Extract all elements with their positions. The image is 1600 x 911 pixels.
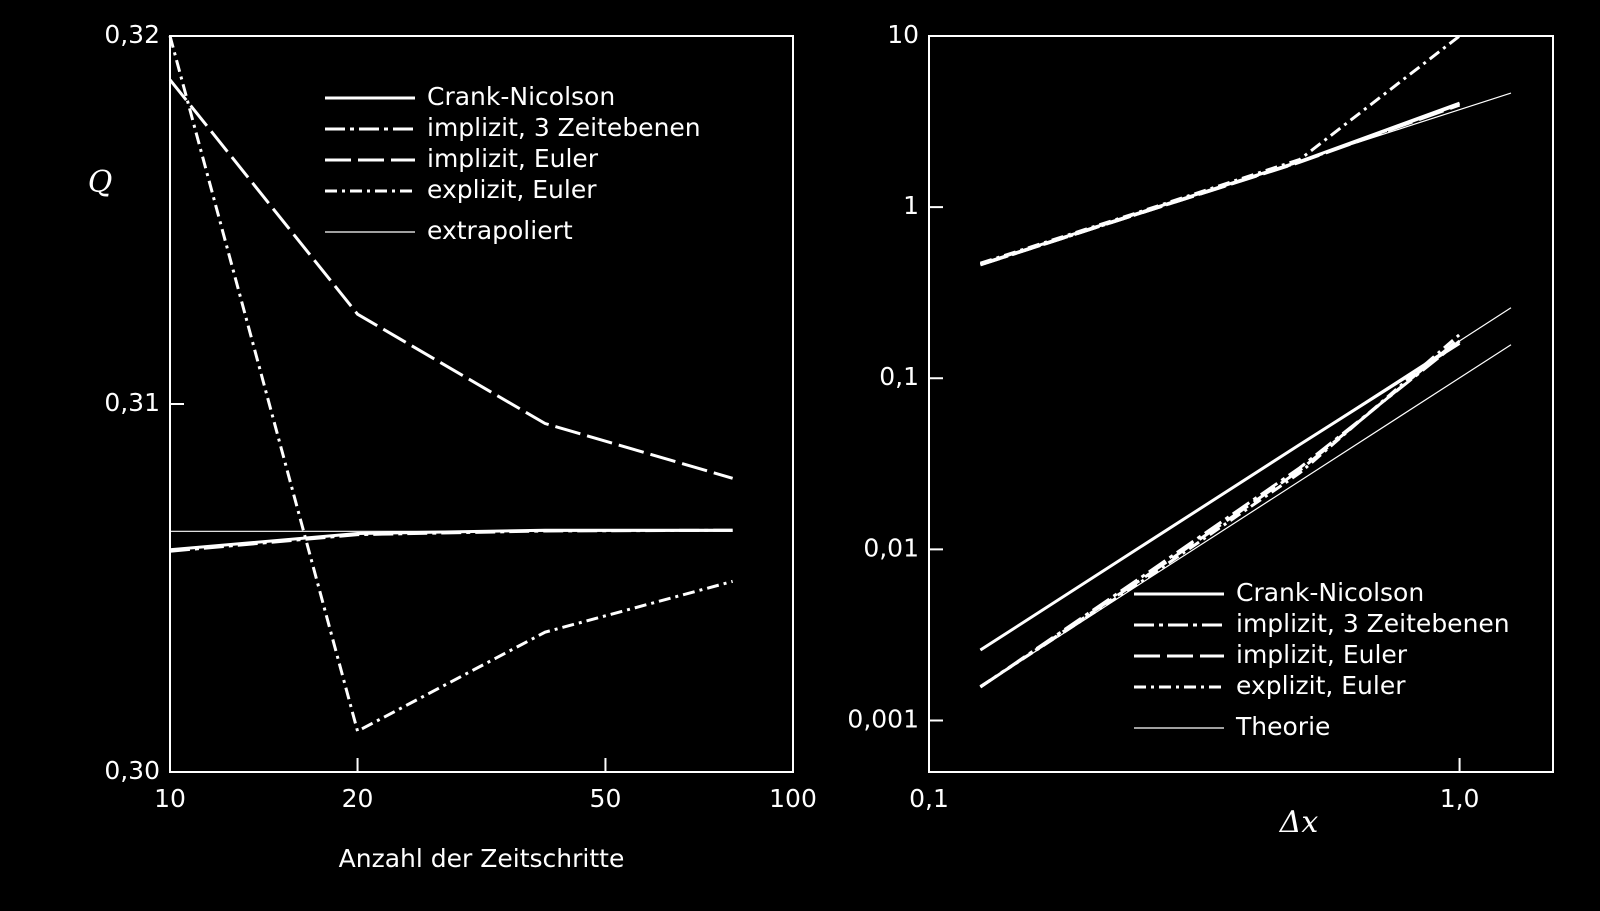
x-axis-label: Anzahl der Zeitschritte <box>339 844 625 873</box>
y-tick-label: 0,01 <box>863 533 919 562</box>
y-tick-label: 0,001 <box>847 704 919 733</box>
legend-label: explizit, Euler <box>427 175 597 204</box>
y-tick-label: 0,32 <box>104 20 160 49</box>
y-tick-label: 1 <box>903 191 919 220</box>
x-tick-label: 10 <box>154 784 186 813</box>
y-tick-label: 0,30 <box>104 756 160 785</box>
legend-label: implizit, 3 Zeitebenen <box>427 113 701 142</box>
legend-label: extrapoliert <box>427 216 573 245</box>
plot-frame <box>928 35 1554 773</box>
y-tick-label: 0,1 <box>879 362 919 391</box>
y-axis-label: Q <box>88 165 113 200</box>
series-line <box>169 528 733 553</box>
x-tick-label: 20 <box>342 784 374 813</box>
legend-label: explizit, Euler <box>1236 671 1406 700</box>
legend-label: Crank-Nicolson <box>1236 578 1424 607</box>
legend-label: Crank-Nicolson <box>427 82 615 111</box>
x-tick-label: 100 <box>769 784 817 813</box>
x-axis-label: Δx <box>1279 805 1319 840</box>
legend-label: implizit, Euler <box>1236 640 1408 669</box>
series-line <box>980 344 1512 688</box>
legend-label: implizit, 3 Zeitebenen <box>1236 609 1510 638</box>
legend-label: implizit, Euler <box>427 144 599 173</box>
series-line <box>979 339 1461 689</box>
series-line <box>168 78 734 480</box>
series-line <box>979 103 1461 267</box>
series-line <box>979 34 1461 265</box>
x-tick-label: 1,0 <box>1440 784 1480 813</box>
series-line <box>168 35 734 734</box>
series-line <box>979 337 1461 689</box>
series-line <box>980 92 1512 265</box>
x-tick-label: 0,1 <box>909 784 949 813</box>
legend-label: Theorie <box>1235 712 1330 741</box>
y-tick-label: 10 <box>887 20 919 49</box>
y-tick-label: 0,31 <box>104 388 160 417</box>
x-tick-label: 50 <box>590 784 622 813</box>
series-line <box>980 307 1512 651</box>
